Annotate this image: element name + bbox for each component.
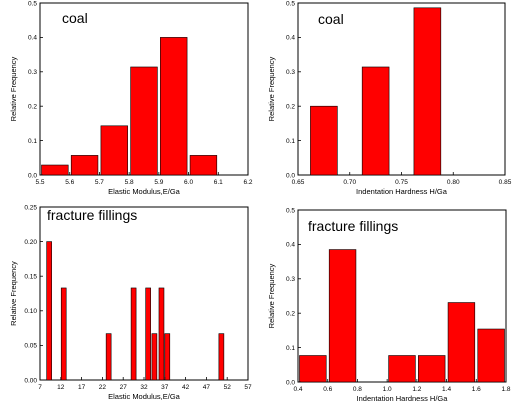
- x-tick-label: 0.65: [292, 179, 305, 186]
- x-tick-label: 5.5: [35, 179, 44, 186]
- bar-1: [310, 105, 338, 176]
- plot-frame: [39, 206, 249, 381]
- panel-coal-indentation-hardness: 0.65 0.70 0.75 0.80 0.85 0.0 0.1 0.2 0.3 0.4 0.5 In…: [267, 0, 512, 196]
- x-tick-label: 6.0: [184, 179, 193, 186]
- panel-title: coal: [318, 11, 344, 27]
- panel-fracture-indentation-hardness: 0.4 0.6 0.8 1.0 1.2 1.4 1.6 1.8 0.0 0.1 0.2 0.3 0.4 0…: [267, 207, 511, 403]
- bar-2: [60, 287, 67, 381]
- bar-1: [46, 241, 52, 381]
- x-tick-label: 5.9: [154, 179, 163, 186]
- x-tick-label: 22: [99, 384, 107, 391]
- y-tick-label: 0.3: [286, 69, 295, 76]
- bar-2: [70, 155, 99, 176]
- y-tick-label: 0.2: [286, 104, 295, 111]
- y-tick-label: 0.1: [286, 345, 295, 352]
- x-tick-label: 5.7: [95, 179, 104, 186]
- y-tick-label: 0.05: [24, 343, 37, 350]
- bar-5: [160, 37, 188, 176]
- bar-1: [299, 355, 327, 383]
- panel-coal-elastic-modulus: 5.5 5.6 5.7 5.8 5.9 6.0 6.1 6.2 0.0 0.1 0.2 0.3 0.4 0…: [9, 0, 253, 196]
- bar-6: [151, 333, 158, 381]
- x-tick-label: 5.8: [125, 179, 134, 186]
- y-tick-label: 0.5: [286, 0, 295, 7]
- y-axis-label: Relative Frequency: [9, 56, 18, 121]
- y-tick-label: 0.4: [28, 35, 37, 42]
- panel-title: fracture fillings: [308, 218, 398, 234]
- x-tick-label: 7: [38, 384, 42, 391]
- y-tick-label: 0.0: [286, 172, 295, 179]
- y-tick-label: 0.4: [286, 242, 295, 249]
- bar-9: [218, 333, 225, 381]
- y-tick-label: 0.1: [286, 138, 295, 145]
- bar-4: [418, 355, 446, 383]
- bar-5: [145, 287, 151, 381]
- x-tick-label: 1.6: [472, 386, 481, 393]
- x-tick-label: 57: [244, 384, 252, 391]
- y-tick-label: 0.5: [286, 207, 295, 214]
- y-tick-label: 0.10: [24, 308, 37, 315]
- x-tick-label: 0.85: [499, 179, 512, 186]
- x-tick-label: 0.80: [447, 179, 460, 186]
- y-tick-label: 0.2: [286, 311, 295, 318]
- bar-6: [189, 155, 218, 176]
- x-tick-label: 1.4: [442, 386, 451, 393]
- x-tick-label: 1.2: [412, 386, 421, 393]
- x-tick-label: 27: [120, 384, 128, 391]
- bar-3: [105, 333, 112, 381]
- x-tick-label: 0.75: [395, 179, 408, 186]
- x-tick-label: 5.6: [65, 179, 74, 186]
- bar-2: [361, 66, 390, 176]
- y-tick-label: 0.5: [28, 0, 37, 7]
- x-tick-label: 47: [203, 384, 211, 391]
- bar-4: [130, 287, 137, 381]
- x-tick-label: 6.1: [214, 179, 223, 186]
- x-tick-label: 32: [140, 384, 148, 391]
- y-axis-label: Relative Frequency: [267, 263, 276, 328]
- bar-7: [158, 287, 165, 381]
- x-tick-label: 17: [78, 384, 86, 391]
- x-tick-label: 0.70: [343, 179, 356, 186]
- bar-4: [130, 66, 158, 176]
- y-tick-label: 0.20: [24, 239, 37, 246]
- x-axis-label: Indentation Hardness H/Ga: [357, 394, 449, 403]
- x-axis-label: Elastic Modulus,E/Ga: [108, 187, 181, 196]
- bar-5: [447, 302, 476, 383]
- bar-2: [328, 249, 357, 383]
- x-axis-label: Indentation Hardness H/Ga: [356, 187, 448, 196]
- y-tick-label: 0.4: [286, 35, 295, 42]
- y-tick-label: 0.3: [28, 69, 37, 76]
- x-tick-label: 42: [182, 384, 190, 391]
- y-axis-label: Relative Frequency: [9, 261, 18, 326]
- x-tick-label: 0.6: [323, 386, 332, 393]
- x-tick-label: 1.8: [501, 386, 510, 393]
- y-tick-label: 0.0: [286, 379, 295, 386]
- bar-3: [388, 355, 416, 383]
- y-tick-label: 0.2: [28, 104, 37, 111]
- x-tick-label: 0.4: [293, 386, 302, 393]
- y-tick-label: 0.3: [286, 276, 295, 283]
- bar-3: [413, 7, 442, 176]
- x-tick-label: 6.2: [243, 179, 252, 186]
- y-tick-label: 0.15: [24, 274, 37, 281]
- x-tick-label: 52: [224, 384, 232, 391]
- y-axis-label: Relative Frequency: [267, 56, 276, 121]
- y-tick-label: 0.00: [24, 377, 37, 384]
- x-axis-label: Elastic Modulus,E/Ga: [108, 392, 181, 401]
- y-tick-label: 0.0: [28, 172, 37, 179]
- x-tick-label: 37: [161, 384, 169, 391]
- bar-1: [41, 164, 69, 176]
- y-tick-label: 0.1: [28, 138, 37, 145]
- panel-title: coal: [62, 10, 88, 26]
- x-tick-label: 12: [57, 384, 65, 391]
- x-tick-label: 1.0: [383, 386, 392, 393]
- x-tick-label: 0.8: [353, 386, 362, 393]
- bar-8: [164, 333, 171, 381]
- y-tick-label: 0.25: [24, 204, 37, 211]
- bar-6: [477, 328, 505, 383]
- panel-fracture-elastic-modulus: 7 12 17 22 27 32 37 42 47 52 57 0.00 0.05 0.10 0.15 0.2…: [9, 204, 252, 401]
- panel-title: fracture fillings: [47, 207, 137, 223]
- bar-3: [100, 125, 128, 176]
